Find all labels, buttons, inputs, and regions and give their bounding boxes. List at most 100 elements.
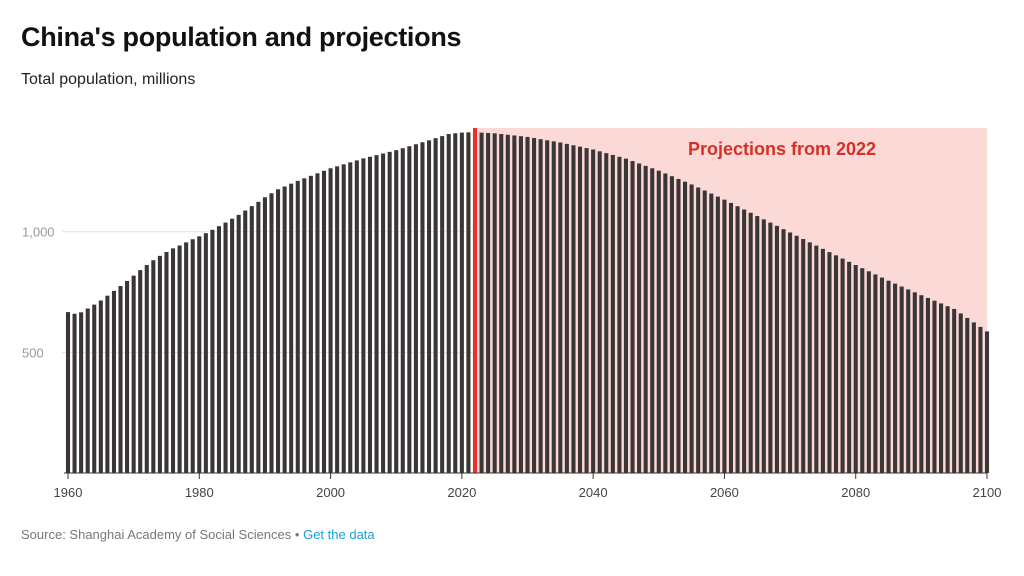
x-tick-label: 2060 xyxy=(710,485,739,500)
bar-2083 xyxy=(873,274,878,473)
bar-1964 xyxy=(92,304,97,473)
bar-2062 xyxy=(735,206,740,473)
bar-2094 xyxy=(945,306,950,473)
bar-1967 xyxy=(111,290,116,473)
bar-2081 xyxy=(860,268,865,473)
bar-2073 xyxy=(807,242,812,473)
bar-2005 xyxy=(361,158,366,473)
bar-2090 xyxy=(919,295,924,473)
bar-2058 xyxy=(709,193,714,473)
bar-2055 xyxy=(689,184,694,473)
bar-2098 xyxy=(971,322,976,473)
bar-2070 xyxy=(788,232,793,473)
bar-1974 xyxy=(157,255,162,473)
bar-1968 xyxy=(118,286,123,473)
bar-2046 xyxy=(630,161,635,474)
bar-1961 xyxy=(72,313,77,473)
bar-2007 xyxy=(374,155,379,473)
bar-2037 xyxy=(571,145,576,473)
bar-2061 xyxy=(728,202,734,473)
bar-2059 xyxy=(715,196,720,474)
bar-1991 xyxy=(269,193,274,473)
bar-2030 xyxy=(525,136,530,473)
y-axis-ticks: 500 1,000 xyxy=(22,225,55,361)
bar-2010 xyxy=(394,150,399,473)
bar-2043 xyxy=(610,154,615,473)
get-data-link[interactable]: Get the data xyxy=(303,527,375,542)
bar-2100 xyxy=(984,331,990,473)
bar-2075 xyxy=(820,248,825,473)
bar-2021 xyxy=(466,132,471,473)
bar-2080 xyxy=(853,265,858,473)
y-tick-label: 1,000 xyxy=(22,225,55,240)
y-tick-label: 500 xyxy=(22,345,44,360)
bar-1977 xyxy=(177,245,182,473)
bar-1986 xyxy=(236,214,241,473)
bar-1980 xyxy=(197,236,202,473)
bar-2077 xyxy=(833,255,839,473)
bar-2079 xyxy=(847,261,852,473)
bar-2054 xyxy=(683,181,688,473)
bar-2032 xyxy=(538,139,543,473)
bar-2086 xyxy=(893,283,898,473)
bar-2071 xyxy=(794,235,799,473)
bar-2015 xyxy=(427,140,432,474)
bars-group xyxy=(65,132,990,474)
bar-1965 xyxy=(98,300,103,473)
bar-2035 xyxy=(558,142,563,474)
bar-2053 xyxy=(676,178,681,473)
bar-2025 xyxy=(492,133,497,473)
bar-2002 xyxy=(341,164,346,473)
bar-2009 xyxy=(387,151,392,473)
x-tick-label: 1980 xyxy=(185,485,214,500)
bar-1976 xyxy=(170,248,176,473)
bar-2095 xyxy=(952,308,957,473)
bar-1962 xyxy=(79,312,84,473)
bar-2097 xyxy=(965,317,970,473)
bar-2028 xyxy=(512,135,517,474)
chart-title: China's population and projections xyxy=(21,22,462,52)
bar-2040 xyxy=(591,149,596,473)
bar-2074 xyxy=(814,245,819,473)
bar-1983 xyxy=(216,226,222,473)
bar-2047 xyxy=(637,163,642,473)
bar-1969 xyxy=(125,280,130,473)
bar-2088 xyxy=(906,289,911,473)
bar-1963 xyxy=(85,308,90,473)
bar-2082 xyxy=(866,271,871,473)
bar-2051 xyxy=(663,173,668,473)
bar-2033 xyxy=(545,140,550,473)
bar-2052 xyxy=(669,176,674,473)
bar-2057 xyxy=(702,190,707,473)
x-tick-label: 2080 xyxy=(841,485,870,500)
bar-2034 xyxy=(551,141,556,473)
bar-1993 xyxy=(282,186,287,473)
bar-2006 xyxy=(367,156,372,473)
bar-2050 xyxy=(656,170,661,473)
bar-1979 xyxy=(190,239,195,473)
bar-1973 xyxy=(151,260,156,473)
bar-2099 xyxy=(978,326,983,473)
bar-1988 xyxy=(249,206,254,474)
bar-2096 xyxy=(958,313,963,473)
bar-2049 xyxy=(650,168,655,474)
chart-subtitle: Total population, millions xyxy=(21,71,196,88)
bar-2039 xyxy=(584,148,589,473)
bar-1978 xyxy=(184,242,189,473)
bar-1995 xyxy=(295,180,300,473)
bar-1989 xyxy=(256,201,261,473)
bar-2004 xyxy=(354,160,359,473)
bar-2056 xyxy=(696,187,701,474)
bar-1992 xyxy=(276,189,281,473)
bar-2003 xyxy=(348,162,353,474)
bar-2045 xyxy=(623,158,628,473)
bar-2093 xyxy=(939,303,944,473)
bar-1971 xyxy=(138,270,143,473)
separator-dot: • xyxy=(294,527,300,542)
bar-2092 xyxy=(932,300,937,473)
footer: Source: Shanghai Academy of Social Scien… xyxy=(21,527,375,542)
bar-2069 xyxy=(781,229,786,473)
bar-1999 xyxy=(321,170,327,474)
bar-2078 xyxy=(840,258,845,473)
